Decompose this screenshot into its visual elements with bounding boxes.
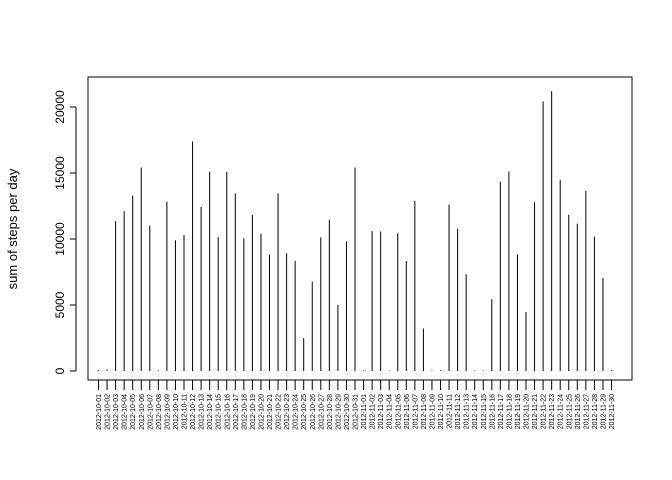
x-tick-label: 2012-10-18 <box>241 394 248 430</box>
x-tick-label: 2012-10-02 <box>105 394 112 430</box>
x-tick-label: 2012-10-12 <box>190 394 197 430</box>
x-tick-label: 2012-10-11 <box>182 394 189 429</box>
x-axis: 2012-10-01 2012-10-02 2012-10-03 2012-10-04… <box>96 379 616 430</box>
x-tick-label: 2012-10-27 <box>318 394 325 430</box>
x-tick-label: 2012-10-24 <box>293 394 300 430</box>
x-tick-label: 2012-10-17 <box>233 394 240 430</box>
x-tick-label: 2012-10-30 <box>344 394 351 430</box>
x-tick-label: 2012-11-13 <box>464 394 471 429</box>
x-tick-label: 2012-11-04 <box>387 394 394 429</box>
x-tick-label: 2012-11-02 <box>370 394 377 429</box>
x-tick-label: 2012-11-05 <box>395 394 402 429</box>
x-tick-label: 2012-11-15 <box>481 394 488 429</box>
y-tick-label: 5000 <box>53 291 67 318</box>
x-tick-label: 2012-10-15 <box>216 394 223 430</box>
x-tick-label: 2012-11-27 <box>583 394 590 429</box>
x-tick-label: 2012-10-03 <box>113 394 120 430</box>
x-tick-label: 2012-10-04 <box>122 394 129 430</box>
y-tick-label: 20000 <box>53 90 67 124</box>
x-tick-label: 2012-11-23 <box>549 394 556 429</box>
y-tick-label: 0 <box>53 367 67 374</box>
x-tick-label: 2012-11-16 <box>489 394 496 429</box>
x-tick-label: 2012-10-28 <box>327 394 334 430</box>
x-tick-label: 2012-10-21 <box>267 394 274 430</box>
x-tick-label: 2012-10-13 <box>199 394 206 430</box>
y-axis: 0 5000 10000 15000 20000 <box>53 90 77 374</box>
x-tick-label: 2012-10-19 <box>250 394 257 430</box>
x-tick-label: 2012-10-05 <box>130 394 137 430</box>
x-tick-label: 2012-10-26 <box>310 394 317 430</box>
x-tick-label: 2012-10-22 <box>276 394 283 430</box>
x-tick-label: 2012-10-10 <box>173 394 180 430</box>
x-tick-label: 2012-11-29 <box>600 394 607 429</box>
x-tick-label: 2012-11-08 <box>421 394 428 429</box>
plot-box <box>87 76 633 381</box>
x-tick-label: 2012-10-31 <box>353 394 360 430</box>
x-tick-label: 2012-11-11 <box>447 394 454 429</box>
x-tick-label: 2012-11-06 <box>404 394 411 429</box>
x-tick-label: 2012-10-01 <box>96 394 103 430</box>
x-tick-label: 2012-11-22 <box>541 394 548 429</box>
x-tick-label: 2012-10-08 <box>156 394 163 430</box>
x-tick-label: 2012-11-28 <box>592 394 599 429</box>
x-tick-label: 2012-10-23 <box>284 394 291 430</box>
bars <box>98 91 612 371</box>
x-tick-label: 2012-11-20 <box>524 394 531 429</box>
x-tick-label: 2012-11-25 <box>566 394 573 429</box>
x-tick-label: 2012-11-03 <box>378 394 385 429</box>
x-tick-label: 2012-10-20 <box>258 394 265 430</box>
x-tick-label: 2012-10-25 <box>301 394 308 430</box>
y-tick-label: 15000 <box>53 156 67 190</box>
y-axis-title: sum of steps per day <box>5 168 20 289</box>
x-tick-label: 2012-10-09 <box>164 394 171 430</box>
x-tick-label: 2012-10-29 <box>335 394 342 430</box>
x-tick-label: 2012-11-01 <box>361 394 368 429</box>
x-tick-label: 2012-10-14 <box>207 394 214 430</box>
x-tick-label: 2012-11-07 <box>412 394 419 429</box>
x-tick-label: 2012-11-10 <box>438 394 445 429</box>
x-tick-label: 2012-11-09 <box>429 394 436 429</box>
x-tick-label: 2012-10-07 <box>147 394 154 430</box>
x-tick-label: 2012-11-12 <box>455 394 462 429</box>
x-tick-label: 2012-10-06 <box>139 394 146 430</box>
x-tick-label: 2012-11-19 <box>515 394 522 429</box>
y-tick-label: 10000 <box>53 222 67 256</box>
x-tick-label: 2012-10-16 <box>224 394 231 430</box>
x-tick-label: 2012-11-21 <box>532 394 539 429</box>
x-tick-label: 2012-11-26 <box>575 394 582 429</box>
x-tick-label: 2012-11-30 <box>609 394 616 429</box>
x-tick-label: 2012-11-14 <box>472 394 479 429</box>
x-tick-label: 2012-11-24 <box>558 394 565 429</box>
x-tick-label: 2012-11-18 <box>506 394 513 429</box>
x-tick-label: 2012-11-17 <box>498 394 505 429</box>
